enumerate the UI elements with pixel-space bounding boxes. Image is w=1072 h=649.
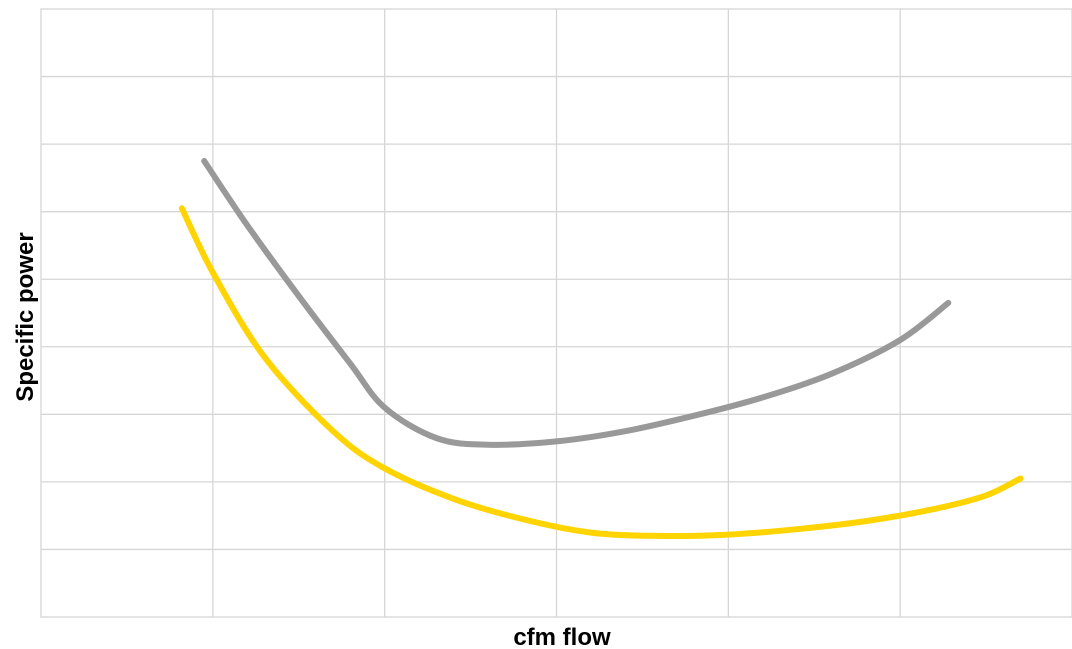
series-layer [178, 158, 1024, 540]
plot-frame [40, 8, 1072, 618]
x-axis-title: cfm flow [513, 624, 611, 649]
series-line-2 [178, 205, 1024, 540]
grid [41, 9, 1072, 617]
y-axis-title: Specific power [12, 232, 39, 401]
series-line-1 [201, 158, 952, 448]
